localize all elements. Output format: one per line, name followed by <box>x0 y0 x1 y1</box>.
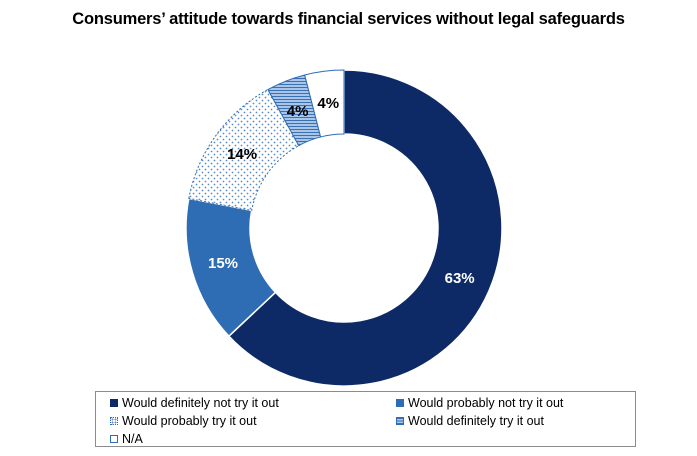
slice-value-label: 14% <box>227 146 257 163</box>
legend-label: N/A <box>122 432 143 446</box>
chart-title: Consumers’ attitude towards financial se… <box>72 10 625 28</box>
legend-label: Would definitely not try it out <box>122 396 279 410</box>
slice-value-label: 15% <box>208 255 238 272</box>
donut-slice <box>188 88 300 211</box>
legend-item: Would definitely not try it out <box>110 396 279 410</box>
donut-slice <box>304 69 345 138</box>
legend-item: Would definitely try it out <box>396 414 544 428</box>
legend-item: Would probably not try it out <box>396 396 563 410</box>
legend-swatch <box>110 417 118 425</box>
slice-value-label: 63% <box>445 270 475 287</box>
legend-swatch <box>110 399 118 407</box>
legend-label: Would probably not try it out <box>408 396 564 410</box>
chart-legend: Would definitely not try it out Would pro… <box>95 391 636 447</box>
legend-swatch <box>396 417 404 425</box>
legend-swatch <box>110 435 118 443</box>
slice-value-label: 4% <box>287 103 309 120</box>
legend-label: Would definitely try it out <box>408 414 544 428</box>
legend-item: N/A <box>110 432 143 446</box>
slice-value-label: 4% <box>317 95 339 112</box>
legend-label: Would probably try it out <box>122 414 257 428</box>
legend-item: Would probably try it out <box>110 414 257 428</box>
legend-swatch <box>396 399 404 407</box>
donut-slice <box>227 69 503 387</box>
